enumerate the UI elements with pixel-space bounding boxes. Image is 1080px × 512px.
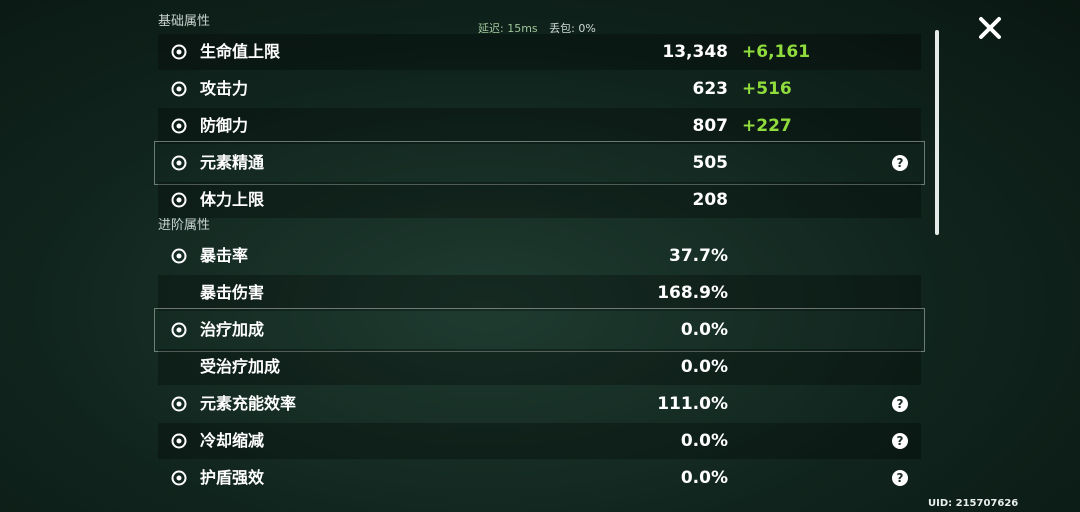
stat-label: 体力上限 xyxy=(200,190,265,209)
stat-label: 生命值上限 xyxy=(200,42,281,61)
uid: UID: 215707626 xyxy=(928,498,1019,509)
help-icon[interactable]: ? xyxy=(892,396,908,412)
stat-value: 505 xyxy=(692,153,729,173)
stat-icon xyxy=(171,155,187,171)
stat-row[interactable]: 护盾强效 0.0%? xyxy=(158,460,921,496)
stat-value: 111.0% xyxy=(657,394,728,414)
stat-icon xyxy=(171,248,187,264)
stat-row[interactable]: 防御力 807 +227 xyxy=(158,108,921,144)
stat-label: 攻击力 xyxy=(200,79,249,98)
stat-value: 37.7% xyxy=(669,246,728,266)
stat-label: 元素充能效率 xyxy=(200,394,297,413)
stat-value: 208 xyxy=(692,190,729,210)
stat-label: 元素精通 xyxy=(200,153,265,172)
stat-icon xyxy=(171,81,187,97)
stat-row[interactable]: 暴击伤害 168.9% xyxy=(158,275,921,311)
stat-row[interactable]: 元素精通 505? xyxy=(154,141,925,185)
stat-label: 暴击伤害 xyxy=(200,283,265,302)
section-title: 基础属性 xyxy=(158,14,211,29)
stat-value: 0.0% xyxy=(680,320,728,340)
stat-value: 807 xyxy=(692,116,729,136)
scrollbar[interactable] xyxy=(935,30,939,235)
help-icon[interactable]: ? xyxy=(892,433,908,449)
packet-loss: 丢包: 0% xyxy=(549,22,596,35)
help-icon[interactable]: ? xyxy=(892,155,908,171)
stat-icon xyxy=(171,396,187,412)
help-icon[interactable]: ? xyxy=(892,470,908,486)
stat-row[interactable]: 受治疗加成 0.0% xyxy=(158,349,921,385)
stat-row[interactable]: 元素充能效率 111.0%? xyxy=(158,386,921,422)
section-title: 进阶属性 xyxy=(158,218,211,233)
stat-row[interactable]: 体力上限 208 xyxy=(158,182,921,218)
stat-bonus: +516 xyxy=(742,79,792,99)
stat-label: 暴击率 xyxy=(200,246,249,265)
stat-row[interactable]: 生命值上限 13,348 +6,161 xyxy=(158,34,921,70)
stat-row[interactable]: 暴击率 37.7% xyxy=(158,238,921,274)
stat-label: 护盾强效 xyxy=(200,468,265,487)
stat-value: 13,348 xyxy=(662,42,728,62)
stat-row[interactable]: 攻击力 623 +516 xyxy=(158,71,921,107)
stat-icon xyxy=(171,192,187,208)
stat-icon xyxy=(171,44,187,60)
stat-label: 冷却缩减 xyxy=(200,431,265,450)
latency: 延迟: 15ms xyxy=(478,22,538,35)
stat-icon xyxy=(171,470,187,486)
stat-bonus: +227 xyxy=(742,116,792,136)
stat-value: 0.0% xyxy=(680,357,728,377)
stat-label: 防御力 xyxy=(200,116,249,135)
stat-icon xyxy=(171,433,187,449)
network-status: 延迟: 15ms 丢包: 0% xyxy=(478,20,596,36)
stat-label: 治疗加成 xyxy=(200,320,265,339)
stat-icon xyxy=(171,118,187,134)
stat-value: 0.0% xyxy=(680,468,728,488)
stat-value: 168.9% xyxy=(657,283,728,303)
stat-row[interactable]: 冷却缩减 0.0%? xyxy=(158,423,921,459)
stat-label: 受治疗加成 xyxy=(200,357,281,376)
stat-value: 623 xyxy=(692,79,729,99)
close-button[interactable] xyxy=(976,14,1004,42)
stat-value: 0.0% xyxy=(680,431,728,451)
stat-bonus: +6,161 xyxy=(742,42,811,62)
stat-icon xyxy=(171,322,187,338)
stat-row[interactable]: 治疗加成 0.0% xyxy=(154,308,925,352)
